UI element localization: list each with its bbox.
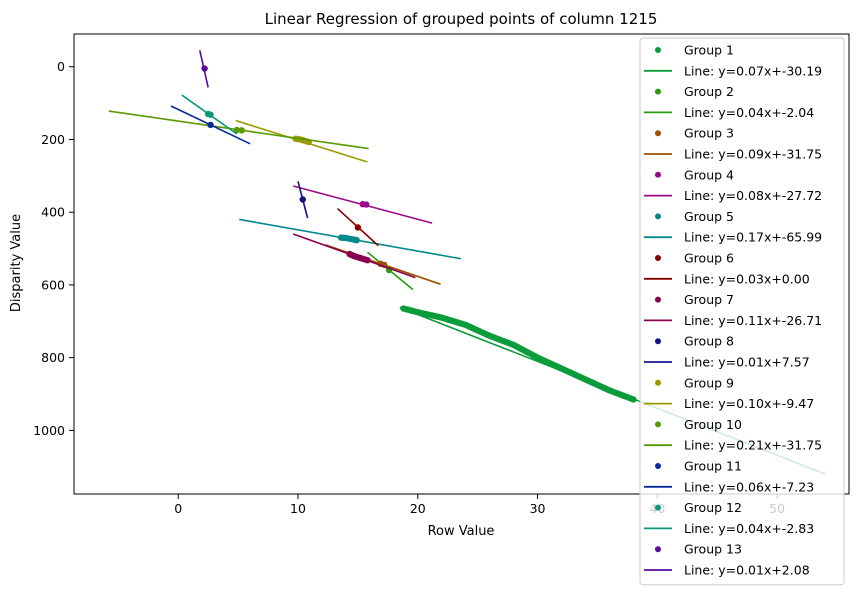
group-12-point (207, 111, 214, 118)
y-tick-label: 800 (41, 350, 65, 365)
group-11-legend-marker (655, 463, 661, 469)
group-5-legend-marker (655, 213, 661, 220)
y-tick-label: 400 (41, 205, 65, 220)
group-6-point (354, 224, 362, 231)
group-4-legend-line-label: Line: y=0.08x+-27.72 (684, 188, 822, 203)
group-9-legend-marker (655, 379, 661, 386)
group-2-legend-line-label: Line: y=0.04x+-2.04 (684, 105, 814, 120)
group-10-legend-line-label: Line: y=0.21x+-31.75 (684, 438, 822, 453)
group-13-legend-line-label: Line: y=0.01x+2.08 (684, 563, 810, 578)
x-tick-label: 30 (530, 501, 546, 516)
group-1-point (630, 396, 637, 403)
group-6-legend-line-label: Line: y=0.03x+0.00 (684, 271, 810, 286)
group-5-point (353, 236, 360, 244)
group-2-legend-label: Group 2 (684, 84, 734, 99)
group-10-point (238, 127, 245, 134)
group-5-legend-line-label: Line: y=0.17x+-65.99 (684, 230, 822, 245)
group-2-legend-marker (655, 88, 661, 95)
axes-frame (73, 33, 850, 495)
group-5-legend-label: Group 5 (684, 209, 734, 224)
y-tick-label: 200 (41, 132, 65, 147)
group-8-legend-label: Group 8 (684, 334, 734, 349)
group-10-legend-marker (655, 421, 661, 428)
group-8-point (299, 196, 306, 203)
group-1-legend-label: Group 1 (684, 43, 734, 58)
y-tick-label: 600 (41, 277, 65, 292)
group-3-legend-label: Group 3 (684, 126, 734, 141)
plot-area (108, 50, 826, 475)
group-7-point (364, 256, 371, 264)
group-6-legend-label: Group 6 (684, 251, 734, 266)
group-9-legend-line-label: Line: y=0.10x+-9.47 (684, 396, 814, 411)
group-3-legend-marker (655, 130, 661, 137)
group-11-legend-label: Group 11 (684, 459, 742, 474)
group-4-point (363, 201, 370, 208)
group-11-legend-line-label: Line: y=0.06x+-7.23 (684, 479, 814, 494)
group-4-legend-marker (655, 171, 661, 178)
group-12-legend-line-label: Line: y=0.04x+-2.83 (684, 521, 814, 536)
group-13-point (201, 65, 208, 72)
x-tick-label: 20 (410, 501, 426, 516)
group-12-legend-label: Group 12 (684, 500, 742, 515)
group-12-legend-marker (655, 504, 661, 511)
chart-title: Linear Regression of grouped points of c… (265, 10, 658, 28)
legend: Group 1 Line: y=0.07x+-30.19 Group 2 Line: … (639, 37, 845, 586)
x-tick-label: 10 (290, 501, 306, 516)
group-1-legend-marker (655, 47, 661, 53)
group-11-point (207, 121, 214, 129)
y-tick-label: 0 (57, 59, 65, 74)
y-axis-label: Disparity Value (9, 214, 24, 312)
group-7-legend-label: Group 7 (684, 292, 734, 307)
group-9-legend-label: Group 9 (684, 375, 734, 390)
group-8-legend-line-label: Line: y=0.01x+7.57 (684, 355, 810, 370)
x-axis-label: Row Value (428, 524, 495, 539)
x-tick-label: 0 (174, 501, 182, 516)
group-4-legend-label: Group 4 (684, 167, 734, 182)
group-6-legend-marker (655, 255, 661, 261)
group-10-legend-label: Group 10 (684, 417, 742, 432)
group-8-legend-marker (655, 338, 661, 345)
legend-box (639, 37, 845, 586)
group-3-legend-line-label: Line: y=0.09x+-31.75 (684, 147, 822, 162)
y-tick-label: 1000 (33, 423, 65, 438)
group-1-legend-line-label: Line: y=0.07x+-30.19 (684, 63, 822, 78)
group-13-legend-label: Group 13 (684, 542, 742, 557)
group-13-legend-marker (655, 546, 661, 553)
group-7-legend-marker (655, 296, 661, 303)
group-10-point (233, 126, 241, 134)
group-7-legend-line-label: Line: y=0.11x+-26.71 (684, 313, 822, 328)
